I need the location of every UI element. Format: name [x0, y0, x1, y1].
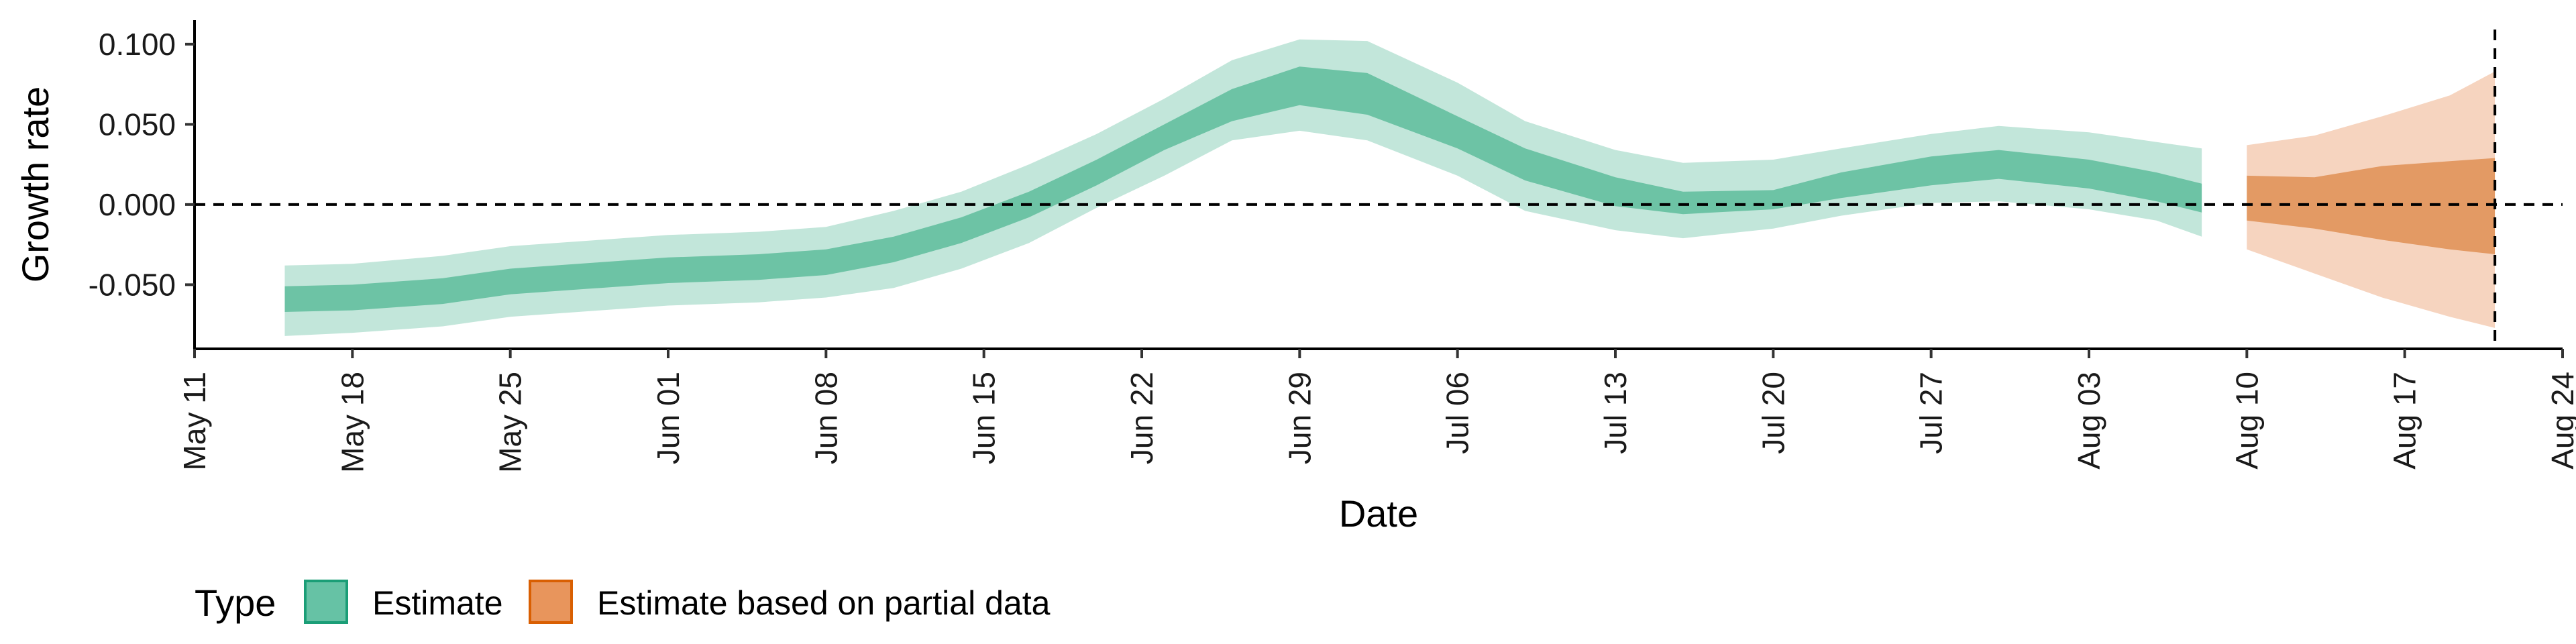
y-tick-label: 0.000 — [99, 187, 176, 222]
x-tick-label: May 18 — [335, 372, 370, 473]
x-tick-label: Aug 03 — [2072, 372, 2106, 470]
x-tick-label: Jul 27 — [1914, 372, 1949, 454]
y-tick-label: 0.100 — [99, 27, 176, 62]
x-tick-label: Jul 06 — [1440, 372, 1475, 454]
legend-swatch — [304, 580, 348, 624]
series-1 — [2247, 71, 2496, 328]
band-layer — [284, 39, 2496, 336]
series-0 — [284, 39, 2202, 336]
x-tick-label: Jun 08 — [808, 372, 843, 464]
y-tick-label: -0.050 — [89, 267, 176, 302]
axes-layer: -0.050 0.000 0.050 0.100 May 11 May 18 May 25 J… — [89, 20, 2576, 473]
x-tick-label: Jun 29 — [1282, 372, 1317, 464]
legend-items: Estimate Estimate based on partial data — [304, 580, 1051, 624]
x-tick-label: Aug 24 — [2545, 372, 2576, 470]
legend-label: Estimate — [372, 584, 503, 622]
reference-line-layer — [195, 30, 2563, 349]
axis-titles: Date Growth rate — [14, 87, 1418, 535]
series-0-outer-band — [284, 39, 2202, 336]
legend-label: Estimate based on partial data — [597, 584, 1051, 622]
series-1-inner-band — [2247, 158, 2496, 254]
legend-item-0: Estimate — [304, 580, 503, 624]
legend-item-1: Estimate based on partial data — [529, 580, 1051, 624]
x-tick-label: Jun 22 — [1124, 372, 1159, 464]
x-tick-label: Aug 10 — [2229, 372, 2264, 470]
legend-swatch — [529, 580, 573, 624]
x-tick-label: Jul 20 — [1756, 372, 1790, 454]
series-0-inner-band — [284, 66, 2202, 313]
x-tick-label: Jun 01 — [651, 372, 686, 464]
x-tick-label: Aug 17 — [2387, 372, 2422, 470]
x-tick-label: Jun 15 — [967, 372, 1002, 464]
legend: Type Estimate Estimate based on partial d… — [195, 580, 1051, 624]
y-axis-title: Growth rate — [14, 87, 56, 283]
legend-title: Type — [195, 582, 276, 624]
x-tick-label: Jul 13 — [1598, 372, 1633, 454]
x-tick-label: May 11 — [177, 372, 212, 470]
y-tick-label: 0.050 — [99, 107, 176, 142]
x-axis-title: Date — [1339, 492, 1418, 535]
x-tick-label: May 25 — [493, 372, 528, 473]
